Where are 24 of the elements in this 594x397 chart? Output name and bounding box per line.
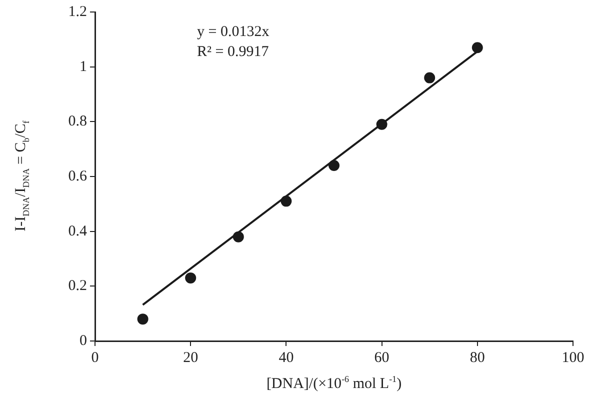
y-tick-label: 0 bbox=[80, 332, 87, 349]
y-tick-label: 0.2 bbox=[68, 278, 87, 294]
point bbox=[280, 196, 292, 207]
y-tick-label: 1.2 bbox=[68, 4, 87, 20]
y-tick-label: 1 bbox=[80, 58, 87, 75]
point bbox=[376, 118, 388, 130]
y-tick-label: 0.8 bbox=[68, 114, 87, 130]
point bbox=[328, 160, 340, 172]
annotation: y = 0.0132x bbox=[197, 24, 270, 40]
point bbox=[137, 314, 148, 325]
x-tick-label: 100 bbox=[562, 350, 584, 366]
x-tick-label: 60 bbox=[374, 350, 390, 366]
x-tick-label: 80 bbox=[470, 350, 485, 366]
x-tick-label: 20 bbox=[183, 350, 198, 366]
point bbox=[185, 272, 196, 284]
point bbox=[472, 42, 483, 54]
y-tick-label: 0.6 bbox=[68, 168, 88, 184]
x-axis-title: [DNA]/(×10$^{-6}$ mol L$^{-1}$) bbox=[265, 374, 403, 393]
point bbox=[232, 231, 244, 242]
y-tick-label: 0.4 bbox=[68, 223, 88, 240]
x-tick-label: 0 bbox=[91, 350, 99, 366]
x-tick-label: 40 bbox=[278, 350, 294, 366]
point bbox=[424, 72, 436, 84]
annotation: R² = 0.9917 bbox=[197, 44, 270, 60]
